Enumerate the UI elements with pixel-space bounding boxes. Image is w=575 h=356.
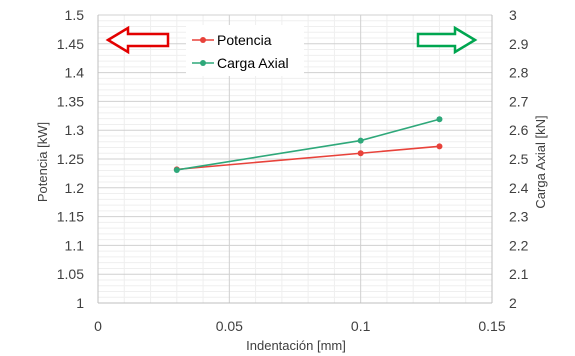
y-right-tick-label: 2.3 bbox=[509, 209, 529, 225]
y-right-tick-label: 2.4 bbox=[509, 180, 529, 196]
y-axis-left-title: Potencia [kW] bbox=[35, 122, 50, 202]
y-left-tick-label: 1.45 bbox=[57, 36, 84, 52]
y-right-tick-label: 2.9 bbox=[509, 36, 529, 52]
y-left-tick-label: 1 bbox=[76, 295, 84, 311]
data-point-potencia bbox=[357, 150, 364, 157]
legend-item-potencia: Potencia bbox=[192, 32, 272, 48]
left-axis-arrow-icon bbox=[105, 25, 170, 55]
grid bbox=[97, 14, 493, 304]
y-right-tick-label: 2.6 bbox=[509, 122, 529, 138]
right-axis-arrow-icon bbox=[416, 25, 478, 55]
legend: Potencia Carga Axial bbox=[186, 25, 304, 76]
y-right-tick-label: 2.5 bbox=[509, 151, 529, 167]
y-right-tick-label: 2.8 bbox=[509, 65, 529, 81]
y-left-tick-label: 1.4 bbox=[65, 65, 85, 81]
y-right-tick-label: 2.1 bbox=[509, 266, 529, 282]
y-left-tick-label: 1.5 bbox=[65, 7, 85, 23]
axes bbox=[97, 15, 493, 304]
series-layer bbox=[173, 116, 443, 173]
y-axis-right-title: Carga Axial [kN] bbox=[533, 115, 548, 208]
y-right-tick-label: 2.2 bbox=[509, 237, 529, 253]
y-left-tick-label: 1.15 bbox=[57, 209, 84, 225]
y-right-tick-label: 2.7 bbox=[509, 93, 529, 109]
legend-swatch-marker bbox=[200, 37, 206, 43]
data-point-carga-axial bbox=[357, 137, 364, 144]
x-tick-label: 0.15 bbox=[478, 318, 505, 334]
legend-item-carga-axial: Carga Axial bbox=[192, 55, 289, 71]
data-point-carga-axial bbox=[173, 166, 180, 173]
tick-labels: 0 0.05 0.1 0.15 1 1.05 1.1 1.15 1.2 1.25 1.3 1.35 1.… bbox=[57, 7, 529, 334]
legend-box bbox=[186, 25, 304, 76]
x-tick-label: 0.1 bbox=[351, 318, 371, 334]
data-point-potencia bbox=[436, 143, 443, 150]
legend-swatch-marker bbox=[200, 60, 206, 66]
data-point-carga-axial bbox=[436, 116, 443, 123]
y-left-tick-label: 1.05 bbox=[57, 266, 84, 282]
y-left-tick-label: 1.1 bbox=[65, 237, 85, 253]
x-tick-label: 0.05 bbox=[216, 318, 243, 334]
y-left-tick-label: 1.25 bbox=[57, 151, 84, 167]
y-left-tick-label: 1.35 bbox=[57, 93, 84, 109]
y-left-tick-label: 1.2 bbox=[65, 180, 85, 196]
y-right-tick-label: 3 bbox=[509, 7, 517, 23]
legend-label: Potencia bbox=[217, 32, 272, 48]
y-left-tick-label: 1.3 bbox=[65, 122, 85, 138]
x-tick-label: 0 bbox=[94, 318, 102, 334]
x-axis-title: Indentación [mm] bbox=[246, 338, 346, 353]
y-right-tick-label: 2 bbox=[509, 295, 517, 311]
legend-label: Carga Axial bbox=[217, 55, 289, 71]
